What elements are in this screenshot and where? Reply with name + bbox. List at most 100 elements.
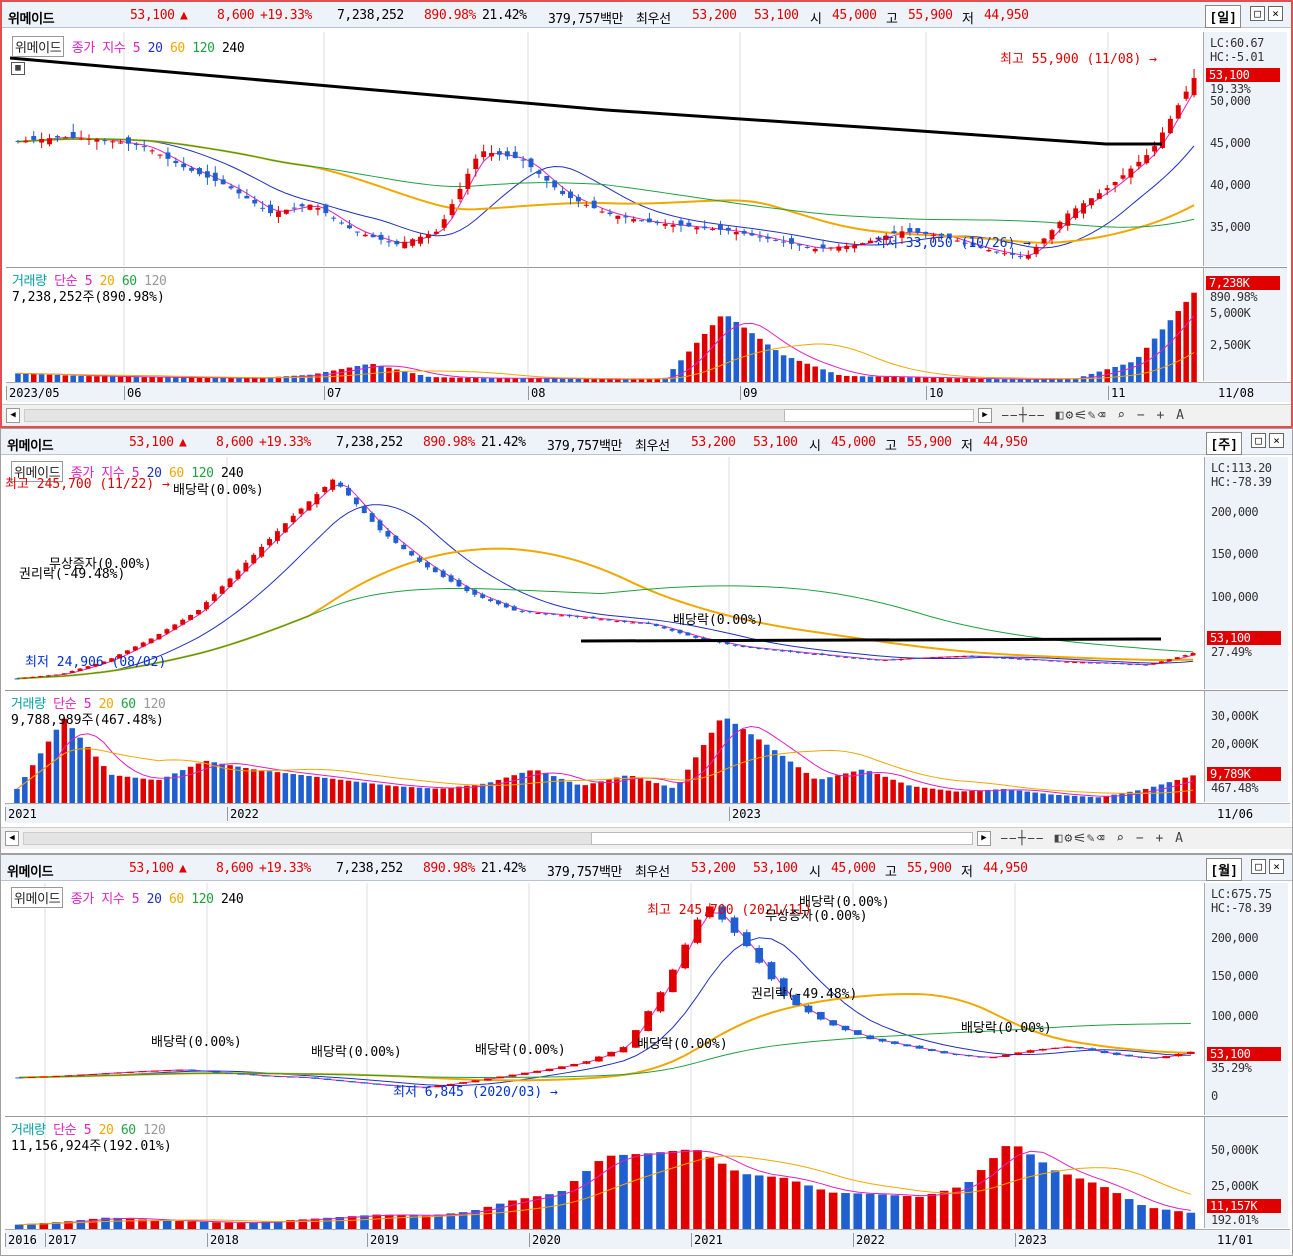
stock-name[interactable]: 위메이드 <box>7 865 54 880</box>
monthly-price-plot[interactable]: 위메이드 종가 지수 5 20 60 120 240 최고 245,700 (2… <box>5 883 1205 1115</box>
maximize-icon[interactable]: □ <box>1251 859 1266 874</box>
volume-ma-line <box>19 1150 1191 1226</box>
candle-body <box>286 1076 295 1078</box>
volume-bar <box>599 379 605 382</box>
volume-bar <box>446 1213 456 1229</box>
volume-bar <box>520 378 526 382</box>
period-weekly-button[interactable]: [주] <box>1206 432 1242 455</box>
volume-bar <box>39 1223 49 1229</box>
maximize-icon[interactable]: □ <box>1251 433 1266 448</box>
legend-name-box[interactable]: 위메이드 <box>11 461 64 482</box>
legend-name-box[interactable]: 위메이드 <box>11 887 64 908</box>
candle-body <box>646 218 652 223</box>
candle-body <box>512 151 518 159</box>
ask-price: 53,200 <box>692 8 737 23</box>
candle-body <box>1166 659 1172 662</box>
daily-price-plot[interactable]: 위메이드 종가 지수 5 20 60 120 240 최고 55,900 (11… <box>6 32 1206 266</box>
volume: 7,238,252 <box>337 8 404 23</box>
daily-volume-plot[interactable]: 거래량 단순 5 20 60 120 7,238,252주(890.98%) <box>6 267 1206 382</box>
candle-body <box>418 236 423 244</box>
maximize-icon[interactable]: □ <box>1250 6 1265 21</box>
candle-body <box>755 948 763 963</box>
volume-bar <box>680 1149 690 1229</box>
volume-bar <box>433 377 440 382</box>
scroll-left-icon[interactable]: ◀ <box>5 831 19 846</box>
volume-bar <box>76 1220 86 1229</box>
volume-bar <box>1071 795 1078 803</box>
candle-body <box>851 657 857 659</box>
candle-body <box>1040 659 1046 661</box>
event-label: 무상증자(0.00%) <box>765 909 868 924</box>
weekly-volume-plot[interactable]: 거래량 단순 5 20 60 120 9,788,989주(467.48%) <box>5 690 1205 803</box>
volume-bar <box>479 783 486 803</box>
volume-bar <box>267 377 274 382</box>
candle-body <box>1174 1053 1183 1057</box>
candle-body <box>989 1057 998 1059</box>
volume-bar <box>964 1182 974 1229</box>
candle-body <box>219 586 225 594</box>
volume-bar <box>227 765 233 803</box>
candle-body <box>464 586 470 592</box>
period-daily-button[interactable]: [일] <box>1205 5 1241 28</box>
vol-tag: 9,789K <box>1207 767 1281 781</box>
candle-body <box>15 140 21 142</box>
calendar-icon[interactable]: ▦ <box>11 62 25 75</box>
stock-name[interactable]: 위메이드 <box>8 12 55 27</box>
volume-bar <box>244 378 250 382</box>
volume-bar <box>394 369 400 382</box>
candle-body <box>732 644 738 646</box>
candle-body <box>447 1083 455 1086</box>
candle-body <box>789 238 794 244</box>
monthly-volume-plot[interactable]: 거래량 단순 5 20 60 120 11,156,924주(192.01%) <box>5 1116 1205 1229</box>
candle-body <box>339 222 345 224</box>
weekly-scroll-toolbar: ◀ ▶ ⎯⎯┼⎯⎯ ◧⚙⚟✎⌫ ⌕ − + A <box>1 827 1292 849</box>
scroll-right-icon[interactable]: ▶ <box>977 831 991 846</box>
candle-body <box>965 1055 973 1057</box>
volume-bar <box>187 766 194 803</box>
volume-bar <box>1025 379 1032 382</box>
x-label: 2022 <box>853 1233 885 1247</box>
volume-bar <box>922 377 929 382</box>
candle-body <box>1112 182 1118 186</box>
amount: 379,757백만 <box>547 439 623 454</box>
volume-bar <box>397 1215 406 1229</box>
weekly-low-note: 최저 24,906 (08/02) <box>25 655 167 670</box>
legend-name-box[interactable]: 위메이드 <box>12 36 65 57</box>
close-icon[interactable]: × <box>1269 859 1284 874</box>
volume-bar <box>969 790 975 803</box>
candle-body <box>260 207 266 209</box>
candle-body <box>133 144 139 146</box>
volume-bar <box>1017 379 1024 382</box>
candle-body <box>1100 1050 1109 1054</box>
candle-body <box>843 656 849 658</box>
candle-body <box>632 1030 640 1048</box>
legend-ma60: 60 <box>168 892 184 907</box>
volume-bar <box>700 745 707 803</box>
scroll-thumb[interactable] <box>784 409 974 422</box>
scroll-thumb[interactable] <box>591 832 973 845</box>
close-icon[interactable]: × <box>1269 433 1284 448</box>
candle-body <box>639 220 644 222</box>
legend-v60: 60 <box>120 697 136 712</box>
chart-tools[interactable]: ⎯⎯┼⎯⎯ ◧⚙⚟✎⌫ ⌕ − + A <box>1001 831 1185 846</box>
volume-bar <box>827 777 833 803</box>
volume-bar <box>329 778 336 803</box>
candle-body <box>827 654 833 656</box>
chart-tools[interactable]: ⎯⎯┼⎯⎯ ◧⚙⚟✎⌫ ⌕ − + A <box>1002 408 1186 423</box>
low-label: 저 <box>961 865 973 880</box>
period-monthly-button[interactable]: [월] <box>1206 858 1242 881</box>
candle-body <box>235 570 241 579</box>
scroll-right-icon[interactable]: ▶ <box>978 408 992 423</box>
close-icon[interactable]: × <box>1268 6 1283 21</box>
scroll-left-icon[interactable]: ◀ <box>6 408 20 423</box>
volume-bar <box>899 377 905 382</box>
candle-body <box>47 138 52 145</box>
event-label: 배당락(0.00%) <box>673 613 764 628</box>
volume-bar <box>187 1221 197 1229</box>
weekly-price-plot[interactable]: 위메이드 종가 지수 5 20 60 120 240 최고 245,700 (1… <box>5 457 1205 689</box>
candle-body <box>126 1071 134 1073</box>
volume-bar <box>1087 796 1094 803</box>
candle-body <box>473 158 479 170</box>
volume-bar <box>977 790 983 803</box>
stock-name[interactable]: 위메이드 <box>7 439 54 454</box>
